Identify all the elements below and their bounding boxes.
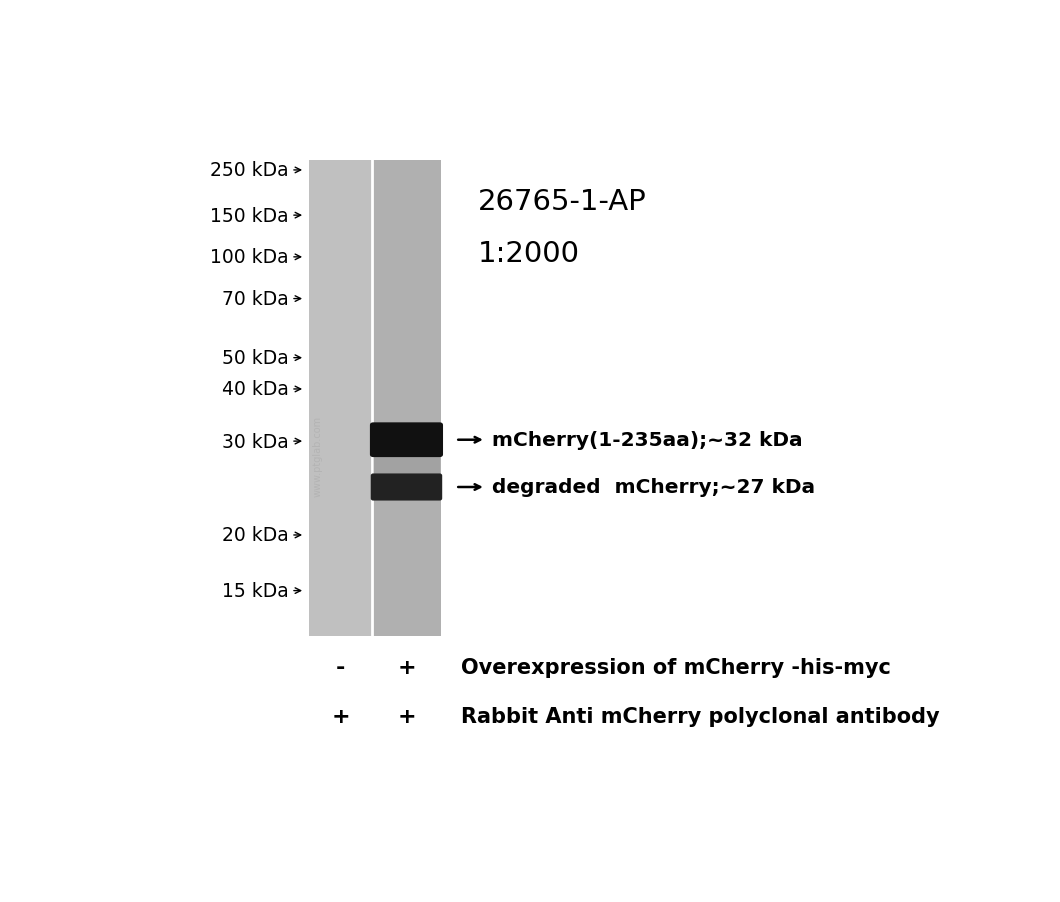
Text: 50 kDa: 50 kDa xyxy=(222,349,288,368)
Text: +: + xyxy=(332,706,350,726)
Text: -: - xyxy=(336,658,346,677)
Text: 70 kDa: 70 kDa xyxy=(222,290,288,308)
Text: degraded  mCherry;~27 kDa: degraded mCherry;~27 kDa xyxy=(492,478,815,497)
Bar xyxy=(373,455,440,476)
Text: 40 kDa: 40 kDa xyxy=(222,380,288,399)
Text: +: + xyxy=(398,706,416,726)
Text: mCherry(1-235aa);~32 kDa: mCherry(1-235aa);~32 kDa xyxy=(492,431,802,450)
Text: Rabbit Anti mCherry polyclonal antibody: Rabbit Anti mCherry polyclonal antibody xyxy=(461,706,940,726)
Text: 1:2000: 1:2000 xyxy=(477,240,580,268)
Text: Overexpression of mCherry -his-myc: Overexpression of mCherry -his-myc xyxy=(461,658,891,677)
FancyBboxPatch shape xyxy=(370,423,443,457)
Bar xyxy=(372,161,441,636)
FancyBboxPatch shape xyxy=(371,474,442,501)
Text: 30 kDa: 30 kDa xyxy=(222,432,288,451)
Text: 20 kDa: 20 kDa xyxy=(222,526,288,545)
Text: 15 kDa: 15 kDa xyxy=(222,582,288,601)
Text: 250 kDa: 250 kDa xyxy=(210,161,288,180)
Text: 100 kDa: 100 kDa xyxy=(210,248,288,267)
Bar xyxy=(310,161,372,636)
Text: +: + xyxy=(398,658,416,677)
Text: www.ptglab.com: www.ptglab.com xyxy=(313,415,322,496)
Text: 150 kDa: 150 kDa xyxy=(210,207,288,226)
Text: 26765-1-AP: 26765-1-AP xyxy=(477,188,647,216)
